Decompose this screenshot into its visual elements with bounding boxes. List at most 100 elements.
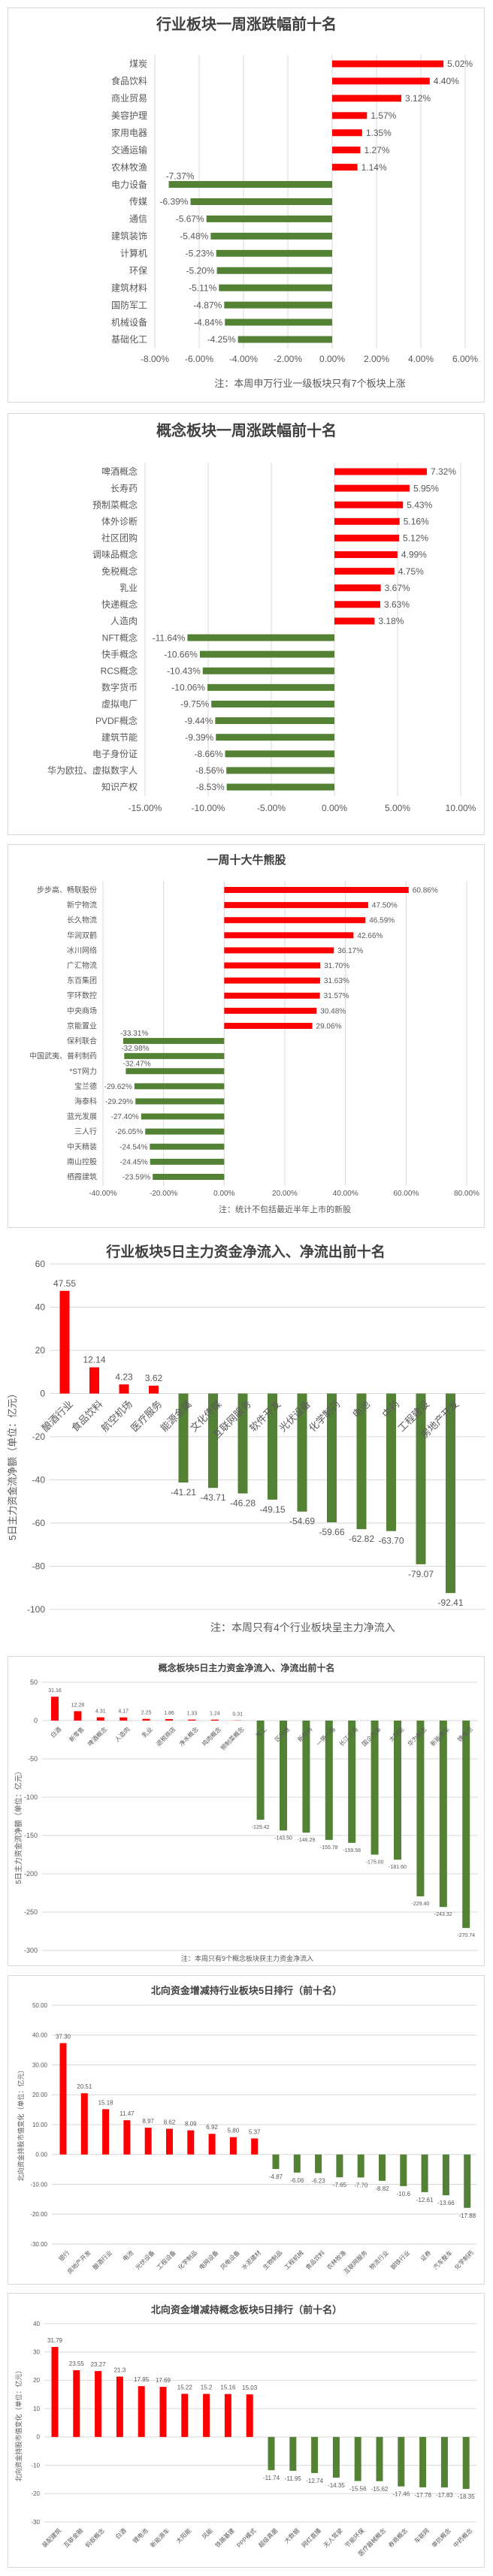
bar-positive xyxy=(188,1719,196,1721)
chart-svg: 概念板块5日主力资金净流入、净流出前十名 50 0 -50 -100 -150 -200 -2… xyxy=(14,1662,478,1962)
category-label: 冰川网络 xyxy=(67,946,97,955)
x-tick-label: 0.00% xyxy=(319,354,345,364)
bar-negative xyxy=(416,1721,425,1896)
x-tick-label: -15.00% xyxy=(129,803,162,813)
data-label: 47.50% xyxy=(372,902,398,910)
category-label: 汽车整车 xyxy=(431,2249,454,2271)
y-axis-title: 北向资金持股市值变化（单位：亿元） xyxy=(14,2366,23,2481)
bar-negative xyxy=(315,2154,322,2173)
bar-positive xyxy=(332,77,430,85)
bar-positive xyxy=(229,2137,237,2155)
bar-negative xyxy=(256,1721,265,1820)
data-label: -27.40% xyxy=(111,1113,139,1121)
category-label: 净水概念 xyxy=(177,1725,200,1748)
bar-positive xyxy=(123,2120,131,2155)
category-label: 工程设备 xyxy=(155,2249,177,2271)
data-label: 15.2 xyxy=(201,2384,213,2391)
bar-negative xyxy=(216,267,332,274)
data-label: 8.97 xyxy=(142,2118,154,2125)
bar-positive xyxy=(224,1022,313,1029)
category-label: 化学制品 xyxy=(176,2249,198,2271)
bar-negative xyxy=(150,1143,225,1150)
bar-negative xyxy=(421,2154,428,2192)
category-label: 环保 xyxy=(129,265,147,276)
category-label: 航空机场 xyxy=(99,1398,135,1434)
bar-negative xyxy=(224,301,332,309)
x-tick-label: -10.00% xyxy=(192,803,225,813)
category-label: 栖霞建筑 xyxy=(67,1172,97,1182)
y-tick-label: 50 xyxy=(30,1679,38,1686)
data-label: 1.33 xyxy=(187,1712,198,1717)
data-label: 36.17% xyxy=(337,947,363,955)
bar-positive xyxy=(251,2138,259,2155)
bar-negative xyxy=(440,2436,448,2488)
bar-negative xyxy=(153,1174,225,1180)
data-label: 15.18 xyxy=(98,2099,114,2106)
data-label: -32.47% xyxy=(122,1060,150,1068)
category-label: 乳业 xyxy=(119,583,138,593)
category-label: 宝兰德 xyxy=(74,1081,97,1091)
category-label: 化学制药 xyxy=(452,2249,475,2271)
y-tick-label: 0 xyxy=(37,2434,41,2441)
category-label: PPP模式 xyxy=(235,2526,258,2549)
bar-positive xyxy=(149,1386,159,1394)
data-label: -49.15 xyxy=(259,1504,285,1515)
bar-positive xyxy=(119,1717,128,1721)
bar-negative xyxy=(462,1721,470,1929)
northbound-concept-chart: 北向资金增减持概念板块5日排行（前十名） 40 30 20 10 0 -10 -20 -30 北向… xyxy=(8,2293,485,2568)
chart-svg: 行业板块一周涨跌幅前十名 -8.00% -6.00% -4.00% -2.00% 0.00… xyxy=(111,15,478,389)
category-label: 工程机械 xyxy=(283,2249,305,2271)
data-label: -10.66% xyxy=(164,649,198,659)
data-label: -46.28 xyxy=(230,1498,256,1509)
bar-positive xyxy=(334,501,404,508)
data-label: 4.99% xyxy=(401,550,427,560)
category-label: 长寿药 xyxy=(110,483,138,493)
data-label: -10.06% xyxy=(171,683,205,693)
category-label: 中天精装 xyxy=(67,1142,97,1151)
category-label: *ST网力 xyxy=(69,1066,97,1076)
data-label: -11.95 xyxy=(285,2475,302,2482)
category-label: 中药概念 xyxy=(452,2526,474,2549)
category-label: 酿酒行业 xyxy=(91,2249,113,2271)
y-tick-label: -200 xyxy=(24,1870,38,1878)
y-tick-label: 20 xyxy=(33,2377,40,2384)
category-label: 国防军工 xyxy=(111,299,147,310)
data-label: -18.35 xyxy=(458,2493,475,2500)
y-tick-label: -80 xyxy=(32,1561,46,1572)
data-label: 11.47 xyxy=(119,2110,135,2117)
category-label: 房地产开发 xyxy=(65,2249,92,2275)
category-label: 铁路基建 xyxy=(213,2526,236,2549)
bar-negative xyxy=(419,2436,427,2487)
data-label: 3.12% xyxy=(405,93,431,104)
data-label: 4.23 xyxy=(115,1371,133,1382)
chart-title: 北向资金增减持行业板块5日排行（前十名） xyxy=(151,1985,342,1996)
data-label: 8.09 xyxy=(185,2121,197,2128)
data-label: -8.56% xyxy=(195,765,224,776)
data-label: -29.62% xyxy=(104,1083,132,1091)
y-tick-label: 40 xyxy=(35,1302,46,1313)
data-label: 31.63% xyxy=(324,977,349,985)
y-tick-label: -100 xyxy=(27,1604,45,1615)
chart-svg: 行业板块5日主力资金净流入、净流出前十名 60 40 20 0 -20 -40 -60 -80 -… xyxy=(7,1243,485,1633)
bar-positive xyxy=(224,1007,317,1014)
category-label: 长久物流 xyxy=(67,915,97,925)
bar-negative xyxy=(336,2154,343,2178)
category-label: 人造肉 xyxy=(113,1725,132,1743)
category-label: 建筑装饰 xyxy=(111,231,147,242)
data-label: -15.62 xyxy=(371,2486,389,2493)
data-label: 31.57% xyxy=(324,992,349,1000)
bar-positive xyxy=(138,2386,145,2437)
category-label: 医疗服务 xyxy=(129,1398,164,1434)
y-tick-label: 0.00 xyxy=(35,2152,47,2158)
bar-negative xyxy=(272,2154,280,2170)
bar-negative xyxy=(187,634,334,641)
bar-negative xyxy=(210,232,332,240)
x-tick-label: -6.00% xyxy=(185,354,213,364)
data-label: 3.67% xyxy=(385,583,410,593)
category-label: 机械设备 xyxy=(111,316,147,327)
category-label: 蓝光发展 xyxy=(67,1112,97,1121)
data-label: -129.42 xyxy=(252,1825,270,1830)
data-label: -6.06 xyxy=(290,2177,304,2184)
category-label: 化学制药 xyxy=(307,1398,342,1434)
data-label: -5.23% xyxy=(186,249,214,259)
